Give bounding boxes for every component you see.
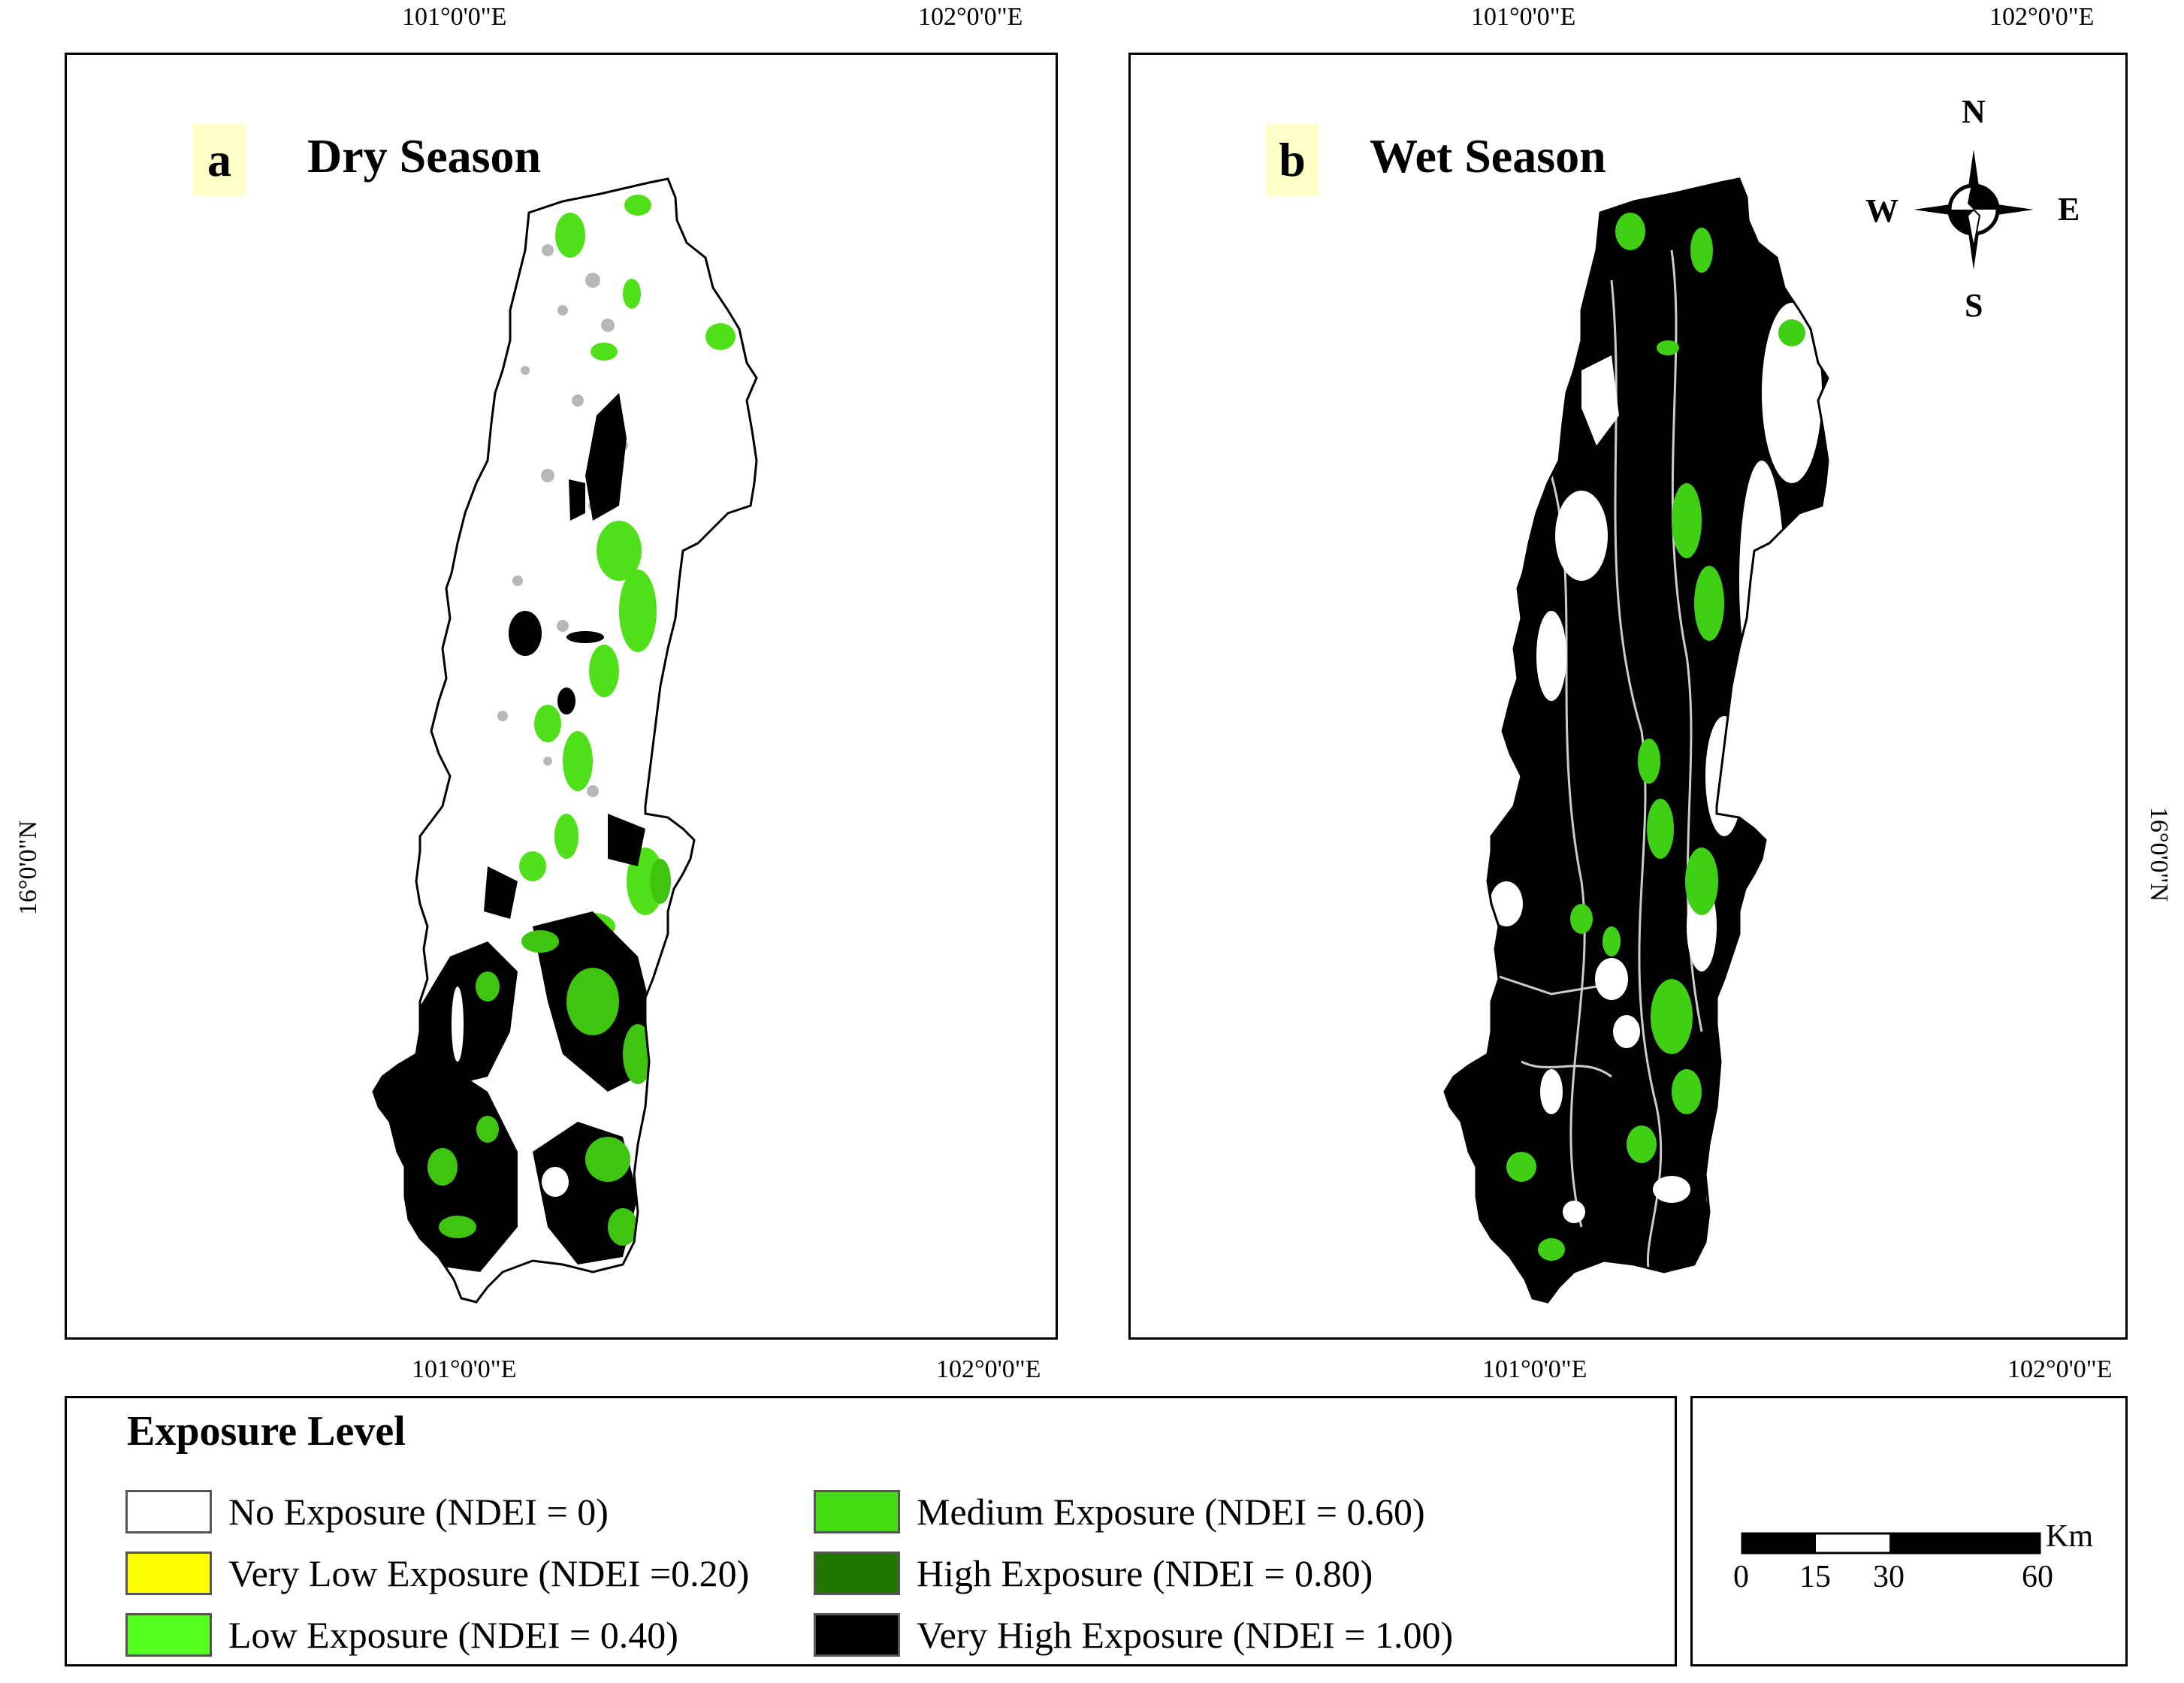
lon-label-bottom-left-1: 101°0'0"E (412, 1355, 517, 1383)
compass-rose (1914, 150, 2034, 270)
legend-item-very-high: Very High Exposure (NDEI = 1.00) (814, 1610, 1453, 1660)
basin-map-wet (1443, 150, 2034, 1304)
lon-label-bottom-right-2: 102°0'0"E (2007, 1355, 2113, 1383)
scale-tick-15: 15 (1799, 1560, 1831, 1594)
legend-label: Very Low Exposure (NDEI =0.20) (228, 1552, 750, 1594)
scale-tick-30: 30 (1873, 1560, 1905, 1594)
scale-unit: Km (2046, 1519, 2093, 1554)
compass-west: W (1865, 192, 1899, 229)
legend-swatch (125, 1552, 212, 1595)
map-panel-wet: b Wet Season N S E W (1128, 53, 2128, 1340)
lon-label-top-right-1: 101°0'0"E (1471, 3, 1576, 31)
legend-item-low: Low Exposure (NDEI = 0.40) (125, 1610, 678, 1660)
legend-item-very-low: Very Low Exposure (NDEI =0.20) (125, 1549, 749, 1598)
scale-tick-60: 60 (2022, 1560, 2053, 1594)
panel-letter-a: a (193, 124, 246, 196)
compass-north: N (1962, 93, 1986, 130)
lon-label-bottom-right-1: 101°0'0"E (1482, 1355, 1587, 1383)
lat-label-left: 16°0'0"N (14, 820, 43, 916)
legend-swatch (125, 1613, 212, 1657)
legend-item-high: High Exposure (NDEI = 0.80) (814, 1549, 1373, 1598)
panel-letter-b: b (1266, 124, 1319, 196)
legend-item-no-exposure: No Exposure (NDEI = 0) (125, 1487, 609, 1536)
legend-label: Low Exposure (NDEI = 0.40) (228, 1614, 678, 1656)
lon-label-top-left-2: 102°0'0"E (918, 3, 1023, 31)
legend-item-medium: Medium Exposure (NDEI = 0.60) (814, 1487, 1425, 1536)
compass-east: E (2058, 191, 2080, 228)
legend-swatch (125, 1490, 212, 1533)
lon-label-top-right-2: 102°0'0"E (1989, 3, 2095, 31)
map-panel-dry: a Dry Season (65, 53, 1058, 1340)
scale-tick-0: 0 (1733, 1560, 1749, 1594)
compass-south: S (1965, 287, 1983, 324)
lon-label-top-left-1: 101°0'0"E (402, 3, 507, 31)
panel-title-wet-season: Wet Season (1370, 129, 1606, 183)
legend-swatch (814, 1613, 900, 1657)
basin-map-dry (372, 177, 758, 1304)
legend: Exposure Level No Exposure (NDEI = 0) Ve… (65, 1396, 1677, 1666)
legend-label: No Exposure (NDEI = 0) (228, 1491, 609, 1533)
lon-label-bottom-left-2: 102°0'0"E (936, 1355, 1041, 1383)
legend-swatch (814, 1552, 900, 1595)
panel-title-dry-season: Dry Season (307, 129, 542, 183)
scale-bar (1741, 1532, 2041, 1555)
scale-bar-box: Km 0 15 30 60 (1690, 1396, 2128, 1666)
legend-label: Very High Exposure (NDEI = 1.00) (917, 1614, 1454, 1656)
lat-label-right: 16°0'0"N (2145, 806, 2173, 902)
legend-title: Exposure Level (127, 1408, 406, 1455)
legend-label: High Exposure (NDEI = 0.80) (917, 1552, 1373, 1594)
legend-swatch (814, 1490, 900, 1533)
legend-label: Medium Exposure (NDEI = 0.60) (917, 1491, 1425, 1533)
